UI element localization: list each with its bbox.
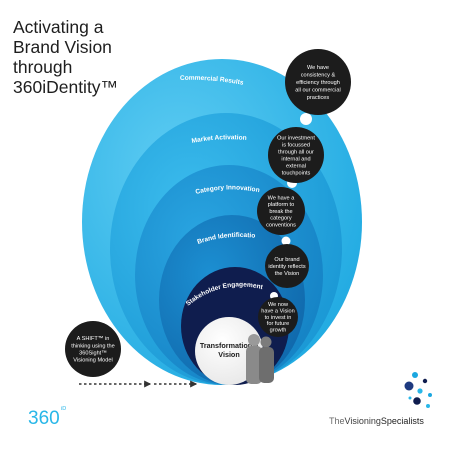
statement-bubble-1-line-4: all our commercial	[295, 87, 340, 93]
statement-bubble-3-line-3: break the	[269, 209, 292, 215]
center-line-2: Vision	[218, 350, 239, 359]
people-icon	[246, 334, 274, 384]
shift-bubble-line-3: 360Sight™	[79, 351, 107, 357]
statement-bubble-1-line-1: We have	[307, 65, 329, 71]
statement-bubble-5-line-3: to invest in	[265, 315, 292, 321]
title-line-4: 360iDentity™	[13, 77, 118, 97]
brand-name: TheVisioningSpecialists	[329, 416, 424, 426]
visioning-dots-icon	[404, 372, 432, 408]
statement-bubble-2-line-4: internal and	[281, 156, 310, 162]
statement-bubble-2-line-5: external	[286, 163, 306, 169]
statement-bubble-5-line-1: We now	[268, 302, 289, 308]
center-line-1: Transformational	[200, 341, 258, 350]
statement-bubble-5-line-5: growth	[270, 328, 287, 334]
title-line-3: through	[13, 57, 72, 77]
statement-bubble-4-line-3: the Vision	[275, 271, 299, 277]
logo-text: 360	[28, 408, 60, 429]
statement-bubble-3-line-2: platform to	[268, 202, 294, 208]
statement-bubble-5-line-4: for future	[267, 321, 289, 327]
title-line-1: Activating a	[13, 17, 104, 37]
statement-bubble-4-line-1: Our brand	[274, 257, 299, 263]
statement-bubble-1-line-3: efficiency through	[296, 80, 340, 86]
ring-label-category-innovation: Category Innovation	[195, 184, 260, 196]
statement-bubble-2-line-2: is focussed	[282, 142, 310, 148]
statement-bubble-1-line-2: consistency &	[301, 73, 336, 79]
brand-logo: 360 iD	[28, 406, 66, 429]
shift-bubble-line-4: Visioning Model	[73, 358, 112, 364]
statement-bubble-2-line-3: through all our	[278, 149, 314, 155]
connector-dot-3	[281, 236, 291, 246]
shift-bubble-line-2: thinking using the	[71, 343, 115, 349]
statement-bubble-1: We have consistency &efficiency throughal…	[285, 49, 351, 115]
svg-text:Category Innovation: Category Innovation	[195, 184, 260, 196]
title-line-2: Brand Vision	[13, 37, 112, 57]
statement-bubble-2-line-1: Our investment	[277, 135, 315, 141]
connector-dot-1	[300, 113, 312, 125]
statement-bubble-4-line-2: identity reflects	[268, 264, 306, 270]
statement-bubble-2-line-6: touchpoints	[282, 170, 311, 176]
statement-bubble-3-line-4: category	[270, 216, 292, 222]
shift-bubble-line-1: A SHIFT™ in	[77, 336, 110, 342]
statement-bubble-1-line-5: practices	[307, 95, 330, 101]
ring-label-market-activation: Market Activation	[191, 134, 247, 145]
logo-superscript: iD	[61, 406, 66, 412]
statement-bubble-3-line-5: conventions	[266, 223, 296, 229]
statement-bubble-3-line-1: We have a	[268, 195, 296, 201]
statement-bubble-5-line-2: have a Vision	[261, 308, 294, 314]
svg-text:Market Activation: Market Activation	[191, 134, 247, 145]
